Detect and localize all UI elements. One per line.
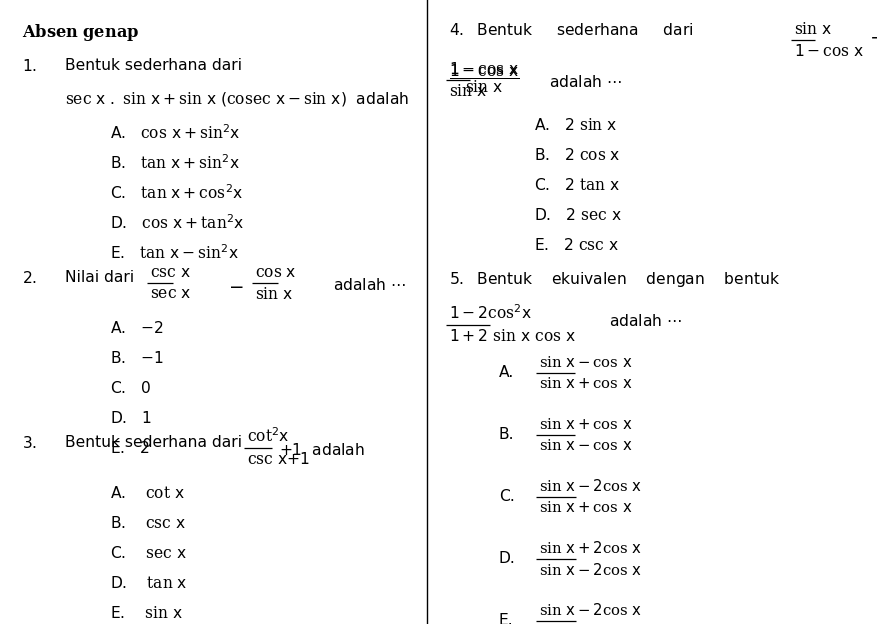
Text: $\mathrm{sin}\ x + \mathrm{cos}\ x$: $\mathrm{sin}\ x + \mathrm{cos}\ x$	[538, 417, 631, 432]
Text: $\dfrac{1-\mathrm{cos}\ x}{\mathrm{sin}\ x}$: $\dfrac{1-\mathrm{cos}\ x}{\mathrm{sin}\…	[448, 62, 519, 95]
Text: $\mathrm{cot}^2 x$: $\mathrm{cot}^2 x$	[246, 426, 289, 445]
Text: A.    $\mathrm{cot}\ x$: A. $\mathrm{cot}\ x$	[110, 485, 185, 501]
Text: $3.$: $3.$	[22, 435, 37, 451]
Text: $\mathbf{Absen\ genap}$: $\mathbf{Absen\ genap}$	[22, 22, 139, 43]
Text: C.: C.	[498, 489, 514, 504]
Text: $\mathrm{sec}\ x\ .\ \mathrm{sin}\ x + \mathrm{sin}\ x\ (\mathrm{cosec}\ x - \ma: $\mathrm{sec}\ x\ .\ \mathrm{sin}\ x + \…	[65, 90, 409, 108]
Text: $\mathrm{sin}\ x + \mathrm{cos}\ x$: $\mathrm{sin}\ x + \mathrm{cos}\ x$	[538, 500, 631, 515]
Text: $1-2\mathrm{cos}^2 x$: $1-2\mathrm{cos}^2 x$	[448, 303, 531, 322]
Text: $\mathrm{sin}\ x - 2\mathrm{cos}\ x$: $\mathrm{sin}\ x - 2\mathrm{cos}\ x$	[538, 602, 641, 618]
Text: C.   $\mathrm{tan}\ x + \mathrm{cos}^2 x$: C. $\mathrm{tan}\ x + \mathrm{cos}^2 x$	[110, 183, 243, 202]
Text: $1-\mathrm{cos}\ x$: $1-\mathrm{cos}\ x$	[448, 61, 518, 77]
Text: D.   $2\ \mathrm{sec}\ x$: D. $2\ \mathrm{sec}\ x$	[533, 207, 621, 223]
Text: $\mathrm{csc}\ x$: $\mathrm{csc}\ x$	[150, 265, 190, 280]
Text: B.   $-1$: B. $-1$	[110, 350, 163, 366]
Text: $\mathrm{sin}\ x - \mathrm{cos}\ x$: $\mathrm{sin}\ x - \mathrm{cos}\ x$	[538, 355, 631, 370]
Text: $2.$: $2.$	[22, 270, 37, 286]
Text: E.   $2\ \mathrm{csc}\ x$: E. $2\ \mathrm{csc}\ x$	[533, 237, 618, 253]
Text: Bentuk sederhana dari: Bentuk sederhana dari	[65, 435, 242, 450]
Text: adalah $\cdots$: adalah $\cdots$	[332, 277, 405, 293]
Text: C.   $2\ \mathrm{tan}\ x$: C. $2\ \mathrm{tan}\ x$	[533, 177, 619, 193]
Text: $1-\mathrm{cos}\ x$: $1-\mathrm{cos}\ x$	[793, 43, 863, 59]
Text: C.   $0$: C. $0$	[110, 380, 151, 396]
Text: B.    $\mathrm{csc}\ x$: B. $\mathrm{csc}\ x$	[110, 515, 186, 531]
Text: $\mathrm{cos}\ x$: $\mathrm{cos}\ x$	[254, 265, 296, 280]
Text: E.: E.	[498, 613, 513, 624]
Text: $-$: $-$	[228, 277, 243, 295]
Text: $+ 1$  adalah: $+ 1$ adalah	[279, 442, 365, 458]
Text: $4.$  Bentuk     sederhana     dari: $4.$ Bentuk sederhana dari	[448, 22, 692, 38]
Text: B.   $\mathrm{tan}\ x + \mathrm{sin}^2 x$: B. $\mathrm{tan}\ x + \mathrm{sin}^2 x$	[110, 153, 239, 172]
Text: $\mathrm{sin}\ x - 2\mathrm{cos}\ x$: $\mathrm{sin}\ x - 2\mathrm{cos}\ x$	[538, 479, 641, 494]
Text: $5.$  Bentuk    ekuivalen    dengan    bentuk: $5.$ Bentuk ekuivalen dengan bentuk	[448, 270, 779, 289]
Text: $1.$: $1.$	[22, 58, 37, 74]
Text: $\mathrm{sin}\ x + 2\mathrm{cos}\ x$: $\mathrm{sin}\ x + 2\mathrm{cos}\ x$	[538, 540, 641, 557]
Text: $\mathrm{sin}\ x$: $\mathrm{sin}\ x$	[254, 286, 293, 302]
Text: A.: A.	[498, 365, 513, 380]
Text: $\mathrm{csc}\ x{+}1$: $\mathrm{csc}\ x{+}1$	[246, 451, 310, 467]
Text: $+$: $+$	[867, 29, 877, 48]
Text: B.: B.	[498, 427, 514, 442]
Text: D.   $\mathrm{cos}\ x + \mathrm{tan}^2 x$: D. $\mathrm{cos}\ x + \mathrm{tan}^2 x$	[110, 213, 244, 232]
Text: $\mathrm{sec}\ x$: $\mathrm{sec}\ x$	[150, 286, 191, 301]
Text: $\mathrm{sin}\ x$: $\mathrm{sin}\ x$	[793, 21, 831, 37]
Text: Bentuk sederhana dari: Bentuk sederhana dari	[65, 58, 242, 73]
Text: $\mathrm{sin}\ x - \mathrm{cos}\ x$: $\mathrm{sin}\ x - \mathrm{cos}\ x$	[538, 437, 631, 452]
Text: adalah $\cdots$: adalah $\cdots$	[548, 74, 621, 90]
Text: Nilai dari: Nilai dari	[65, 270, 134, 285]
Text: $\mathrm{sin}\ x$: $\mathrm{sin}\ x$	[448, 83, 487, 99]
Text: A.   $\mathrm{cos}\ x + \mathrm{sin}^2 x$: A. $\mathrm{cos}\ x + \mathrm{sin}^2 x$	[110, 123, 240, 142]
Text: $\mathrm{sin}\ x - 2\mathrm{cos}\ x$: $\mathrm{sin}\ x - 2\mathrm{cos}\ x$	[538, 562, 641, 578]
Text: A.   $-2$: A. $-2$	[110, 320, 163, 336]
Text: E.    $\mathrm{sin}\ x$: E. $\mathrm{sin}\ x$	[110, 605, 182, 621]
Text: E.   $2$: E. $2$	[110, 440, 150, 456]
Text: E.   $\mathrm{tan}\ x - \mathrm{sin}^2 x$: E. $\mathrm{tan}\ x - \mathrm{sin}^2 x$	[110, 243, 239, 261]
Text: $1+2\ \mathrm{sin}\ x\ \mathrm{cos}\ x$: $1+2\ \mathrm{sin}\ x\ \mathrm{cos}\ x$	[448, 328, 575, 344]
Text: B.   $2\ \mathrm{cos}\ x$: B. $2\ \mathrm{cos}\ x$	[533, 147, 620, 163]
Text: adalah $\cdots$: adalah $\cdots$	[608, 313, 681, 329]
Text: $\mathrm{sin}\ x + \mathrm{cos}\ x$: $\mathrm{sin}\ x + \mathrm{cos}\ x$	[538, 376, 631, 391]
Text: A.   $2\ \mathrm{sin}\ x$: A. $2\ \mathrm{sin}\ x$	[533, 117, 617, 133]
Text: D.    $\mathrm{tan}\ x$: D. $\mathrm{tan}\ x$	[110, 575, 188, 591]
Text: C.    $\mathrm{sec}\ x$: C. $\mathrm{sec}\ x$	[110, 545, 187, 561]
Text: D.   $1$: D. $1$	[110, 410, 152, 426]
Text: D.: D.	[498, 551, 515, 566]
